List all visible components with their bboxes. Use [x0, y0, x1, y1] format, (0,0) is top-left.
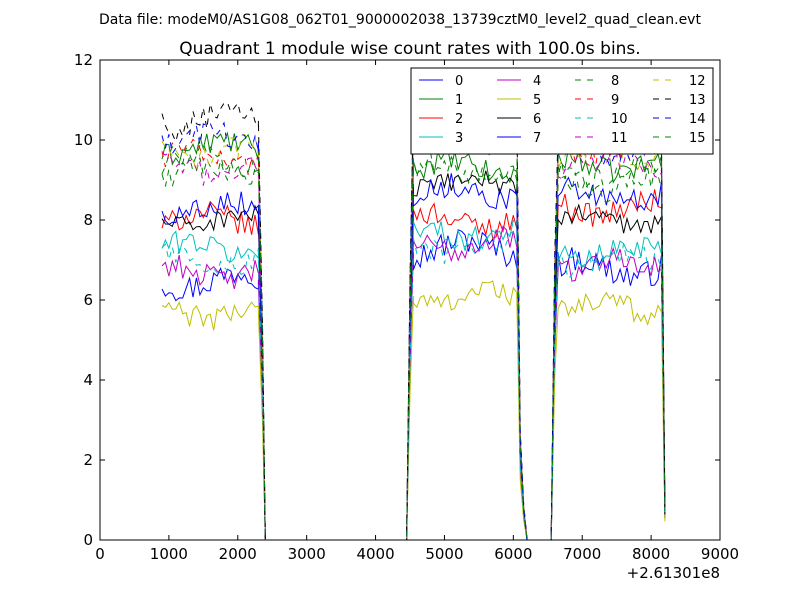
x-tick-label: 1000: [150, 545, 188, 563]
legend-label-2: 2: [455, 112, 463, 127]
legend-label-3: 3: [455, 131, 463, 146]
axis-ticks: [99, 59, 721, 541]
y-tick-label: 8: [83, 211, 93, 229]
y-tick-label: 2: [83, 451, 93, 469]
legend-label-13: 13: [689, 93, 706, 108]
legend-label-12: 12: [689, 74, 706, 89]
y-tick-label: 10: [74, 131, 93, 149]
series-line-2: [161, 189, 666, 540]
x-offset-label: +2.61301e8: [627, 564, 720, 582]
legend-label-10: 10: [611, 112, 628, 127]
y-tick-label: 12: [74, 51, 93, 69]
x-tick-labels: 0 1000 2000 3000 4000 5000 6000 7000 8000 9000: [95, 545, 739, 563]
series-line-11: [161, 109, 666, 540]
series-line-0: [161, 229, 666, 540]
x-tick-label: 8000: [632, 545, 670, 563]
legend-label-9: 9: [611, 93, 619, 108]
x-tick-label: 3000: [288, 545, 326, 563]
y-tick-label: 4: [83, 371, 93, 389]
x-tick-label: 5000: [425, 545, 463, 563]
series-line-3: [161, 219, 666, 540]
legend-label-6: 6: [533, 112, 541, 127]
y-tick-label: 6: [83, 291, 93, 309]
series-line-10: [161, 230, 666, 540]
chart-title: Quadrant 1 module wise count rates with …: [179, 39, 640, 59]
legend-label-8: 8: [611, 74, 619, 89]
series-line-6: [161, 170, 666, 540]
legend-label-14: 14: [689, 112, 706, 127]
legend-label-5: 5: [533, 93, 541, 108]
legend-label-11: 11: [611, 131, 628, 146]
figure-suptitle: Data file: modeM0/AS1G08_062T01_90000020…: [99, 12, 701, 28]
series-line-14: [161, 90, 666, 540]
legend-label-15: 15: [689, 131, 706, 146]
x-tick-label: 6000: [494, 545, 532, 563]
y-tick-label: 0: [83, 531, 93, 549]
legend-label-1: 1: [455, 93, 463, 108]
series-line-4: [161, 225, 666, 540]
legend-label-4: 4: [533, 74, 541, 89]
legend-box: [410, 67, 714, 155]
legend-label-7: 7: [533, 131, 541, 146]
x-tick-label: 0: [95, 545, 105, 563]
y-tick-labels: 0 2 4 6 8 10 12: [74, 51, 93, 549]
x-tick-label: 9000: [701, 545, 739, 563]
x-tick-label: 4000: [356, 545, 394, 563]
x-tick-label: 2000: [219, 545, 257, 563]
x-tick-label: 7000: [563, 545, 601, 563]
legend-label-0: 0: [455, 74, 463, 89]
series-line-8: [161, 151, 666, 540]
series-line-15: [161, 120, 666, 540]
series-line-5: [161, 280, 666, 540]
series-line-7: [161, 173, 666, 540]
